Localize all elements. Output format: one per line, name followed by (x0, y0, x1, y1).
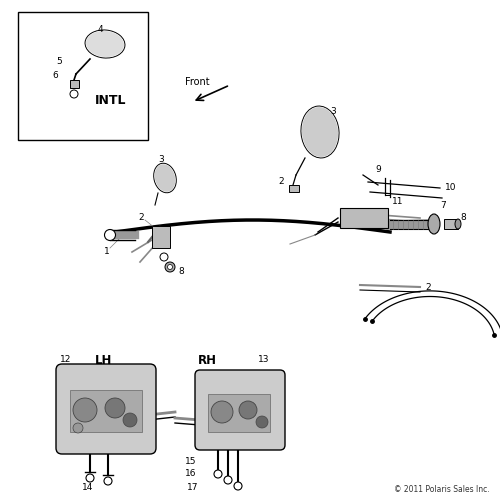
Text: INTL: INTL (95, 94, 126, 106)
Circle shape (165, 262, 175, 272)
FancyBboxPatch shape (195, 370, 285, 450)
Circle shape (104, 477, 112, 485)
Circle shape (104, 230, 116, 240)
Text: 2: 2 (138, 212, 143, 222)
Text: 2: 2 (425, 284, 430, 292)
Circle shape (86, 474, 94, 482)
FancyBboxPatch shape (56, 364, 156, 454)
Text: Front: Front (185, 77, 210, 87)
Circle shape (168, 264, 172, 270)
Text: 3: 3 (330, 108, 336, 116)
Text: 4: 4 (98, 26, 103, 35)
Text: 14: 14 (82, 482, 94, 492)
Circle shape (123, 413, 137, 427)
Text: 6: 6 (52, 70, 58, 80)
Bar (208, 394, 270, 432)
Bar (18, 12, 148, 140)
Circle shape (73, 423, 83, 433)
Circle shape (105, 398, 125, 418)
Text: 3: 3 (158, 156, 164, 164)
Ellipse shape (154, 164, 176, 192)
Text: 17: 17 (187, 482, 198, 492)
Text: 12: 12 (60, 356, 72, 364)
Text: 8: 8 (460, 214, 466, 222)
Ellipse shape (86, 31, 124, 57)
Circle shape (239, 401, 257, 419)
Ellipse shape (302, 107, 338, 157)
Text: RH: RH (198, 354, 217, 366)
Bar (340, 208, 388, 228)
Bar (444, 219, 458, 229)
Text: 11: 11 (392, 198, 404, 206)
Text: LH: LH (95, 354, 112, 366)
Text: 15: 15 (185, 458, 196, 466)
Circle shape (234, 482, 242, 490)
Text: 5: 5 (56, 58, 62, 66)
Bar (70, 390, 142, 432)
Text: 9: 9 (375, 166, 381, 174)
Circle shape (224, 476, 232, 484)
Text: 7: 7 (440, 202, 446, 210)
Text: © 2011 Polaris Sales Inc.: © 2011 Polaris Sales Inc. (394, 486, 490, 494)
Text: 2: 2 (278, 178, 283, 186)
Bar (152, 226, 170, 248)
Circle shape (70, 90, 78, 98)
Circle shape (256, 416, 268, 428)
Circle shape (73, 398, 97, 422)
Circle shape (214, 470, 222, 478)
Bar (70, 80, 79, 88)
Text: 10: 10 (445, 184, 456, 192)
Ellipse shape (455, 219, 461, 229)
Ellipse shape (428, 214, 440, 234)
Bar (289, 185, 299, 192)
Circle shape (160, 253, 168, 261)
Text: 1: 1 (104, 248, 110, 256)
Text: 16: 16 (185, 470, 196, 478)
Circle shape (211, 401, 233, 423)
Text: 13: 13 (258, 356, 270, 364)
Text: 8: 8 (178, 268, 184, 276)
